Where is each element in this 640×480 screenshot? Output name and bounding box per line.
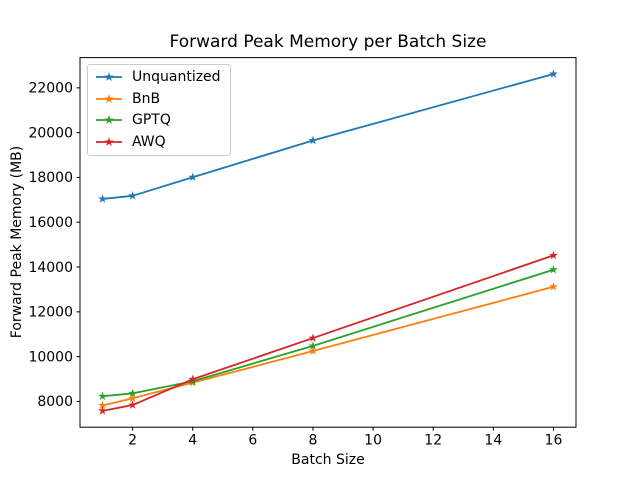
y-tick-label: 10000 [28,349,73,365]
x-tick-label: 6 [248,433,257,449]
data-point-marker [128,393,138,403]
legend-item-gptq: GPTQ [95,109,221,131]
data-point-marker [308,333,318,342]
x-tick-label: 4 [188,433,197,449]
y-tick-label: 20000 [28,125,73,141]
legend-marker-icon [96,71,122,81]
x-tick-label: 14 [484,433,502,449]
series-line-bnb [101,285,555,407]
data-point-marker [188,172,198,182]
x-tick-label: 10 [364,433,382,449]
data-point-marker [308,135,318,145]
y-axis-label: Forward Peak Memory (MB) [9,145,25,339]
y-tick-label: 16000 [28,215,73,231]
legend-marker-icon [96,93,122,103]
data-point-marker [128,388,138,398]
data-point-marker [188,374,198,384]
data-point-marker [98,391,108,401]
legend-label: AWQ [132,133,166,150]
data-point-marker [548,250,558,260]
data-point-marker [128,400,138,409]
data-point-marker [98,406,108,415]
x-tick-label: 16 [545,433,563,449]
legend-label: BnB [132,90,161,107]
y-tick-label: 8000 [37,394,73,410]
legend-item-bnb: BnB [95,88,221,110]
legend-marker-icon [96,136,122,146]
y-tick-label: 12000 [28,305,73,321]
x-axis-label: Batch Size [291,452,365,468]
legend-item-awq: AWQ [95,131,221,153]
data-point-marker [308,346,318,355]
legend-item-unquantized: Unquantized [95,66,221,88]
x-tick-label: 8 [309,433,318,449]
legend-label: GPTQ [132,112,171,129]
y-tick-label: 18000 [28,170,73,186]
data-point-marker [98,400,108,410]
x-tick-label: 12 [424,433,442,449]
data-point-marker [128,191,138,200]
data-point-marker [548,69,558,78]
legend-label: Unquantized [132,68,221,85]
data-point-marker [548,282,558,291]
y-tick-label: 22000 [28,81,73,97]
plot-border [79,57,577,428]
data-point-marker [308,341,318,350]
legend: Unquantized BnB GPTQ AWQ [87,64,231,156]
chart-title: Forward Peak Memory per Batch Size [169,32,487,52]
series-line-awq [101,254,555,412]
x-tick-label: 2 [128,433,137,449]
data-point-marker [98,194,108,203]
data-point-marker [548,265,558,274]
y-tick-label: 14000 [28,260,73,276]
legend-marker-icon [96,115,122,125]
